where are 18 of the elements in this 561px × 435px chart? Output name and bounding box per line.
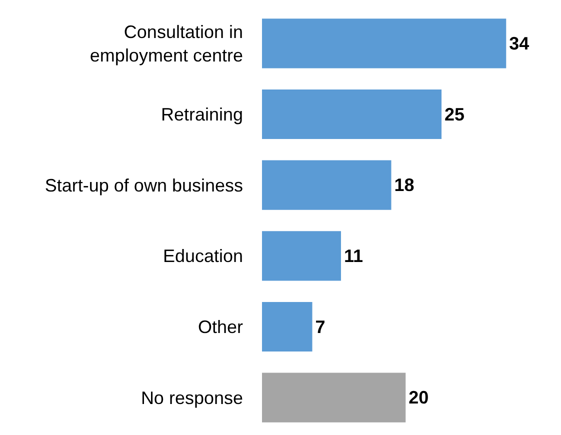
y-tick-label: Other [198, 317, 243, 338]
data-label: 25 [444, 104, 465, 124]
bar [262, 302, 312, 352]
y-tick-label: Education [162, 246, 243, 266]
bar [262, 89, 442, 140]
bar [262, 18, 506, 68]
data-label: 11 [344, 246, 364, 266]
y-tick-label: Consultation in employment centre [90, 22, 243, 66]
y-tick-label: Retraining [160, 104, 243, 125]
y-tick-label: Start-up of own business [44, 175, 243, 196]
y-tick-label: No response [140, 388, 243, 408]
bar [262, 372, 406, 422]
data-label: 18 [394, 175, 414, 196]
data-label: 7 [315, 316, 326, 337]
data-label: 34 [509, 33, 530, 54]
data-label: 20 [408, 388, 429, 408]
bar [262, 160, 392, 210]
bar [262, 231, 341, 281]
